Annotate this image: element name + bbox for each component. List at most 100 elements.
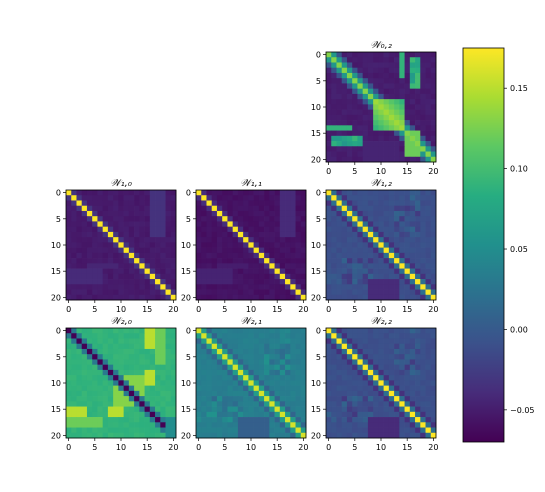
- heatmap-cell: [430, 273, 437, 280]
- heatmap-cell: [232, 258, 239, 264]
- heatmap-cell: [196, 406, 202, 413]
- heatmap-cell: [336, 273, 343, 280]
- heatmap-cell: [362, 72, 369, 79]
- heatmap-cell: [399, 427, 405, 434]
- heatmap-cell: [399, 226, 405, 233]
- heatmap-cell: [300, 190, 307, 196]
- heatmap-cell: [216, 252, 223, 259]
- heatmap-cell: [409, 195, 416, 201]
- heatmap-cell: [300, 427, 307, 434]
- heatmap-cell: [357, 390, 364, 397]
- heatmap-cell: [149, 354, 156, 360]
- heatmap-cell: [269, 252, 275, 259]
- heatmap-cell: [425, 401, 432, 407]
- heatmap-cell: [425, 83, 432, 90]
- heatmap-cell: [274, 294, 281, 301]
- heatmap-cell: [295, 348, 302, 355]
- heatmap-cell: [196, 411, 202, 418]
- heatmap-cell: [404, 210, 411, 217]
- heatmap-cell: [227, 284, 234, 290]
- heatmap-cell: [362, 210, 369, 217]
- heatmap-cell: [373, 226, 379, 233]
- heatmap-cell: [86, 252, 93, 259]
- heatmap-cell: [274, 231, 281, 238]
- heatmap-cell: [165, 279, 172, 285]
- heatmap-cell: [420, 195, 426, 201]
- heatmap-cell: [248, 354, 254, 360]
- heatmap-cell: [71, 216, 77, 222]
- heatmap-cell: [248, 247, 254, 254]
- heatmap-cell: [227, 273, 234, 280]
- heatmap-cell: [216, 417, 223, 423]
- heatmap-cell: [86, 226, 93, 233]
- heatmap-cell: [373, 195, 379, 201]
- heatmap-cell: [107, 252, 114, 259]
- heatmap-cell: [352, 263, 358, 269]
- heatmap-cell: [409, 411, 416, 418]
- heatmap-cell: [425, 109, 432, 116]
- y-tick-label: 20: [51, 293, 61, 302]
- heatmap-cell: [362, 135, 369, 142]
- heatmap-cell: [326, 57, 332, 63]
- heatmap-cell: [388, 354, 395, 360]
- heatmap-cell: [341, 231, 348, 238]
- heatmap-cell: [264, 258, 270, 264]
- heatmap-cell: [216, 390, 223, 397]
- heatmap-cell: [274, 289, 281, 296]
- heatmap-cell: [160, 422, 166, 428]
- heatmap-cell: [139, 338, 145, 345]
- heatmap-cell: [123, 195, 130, 201]
- heatmap-cell: [394, 93, 400, 100]
- y-tick-label: 0: [316, 189, 321, 198]
- heatmap-cell: [409, 130, 416, 137]
- heatmap-cell: [383, 422, 390, 428]
- heatmap-cell: [378, 247, 384, 254]
- heatmap-cell: [279, 268, 286, 275]
- heatmap-cell: [409, 231, 416, 238]
- heatmap-cell: [331, 375, 337, 381]
- heatmap-cell: [425, 289, 432, 296]
- heatmap-cell: [81, 231, 88, 238]
- heatmap-cell: [285, 380, 291, 386]
- heatmap-cell: [295, 343, 302, 350]
- heatmap-cell: [415, 200, 421, 207]
- heatmap-cell: [144, 210, 151, 217]
- heatmap-cell: [86, 289, 93, 296]
- heatmap-cell: [139, 268, 145, 275]
- heatmap-cell: [113, 205, 119, 212]
- heatmap-cell: [155, 390, 161, 397]
- heatmap-cell: [409, 273, 416, 280]
- heatmap-cell: [378, 226, 384, 233]
- heatmap-cell: [237, 221, 244, 228]
- heatmap-cell: [378, 156, 384, 163]
- heatmap-cell: [326, 252, 332, 259]
- heatmap-cell: [357, 57, 364, 63]
- heatmap-cell: [206, 190, 213, 196]
- heatmap-cell: [258, 294, 265, 301]
- heatmap-cell: [336, 242, 343, 248]
- heatmap-cell: [269, 195, 275, 201]
- heatmap-cell: [113, 432, 119, 439]
- heatmap-cell: [128, 396, 135, 402]
- heatmap-cell: [92, 422, 98, 428]
- heatmap-cell: [248, 252, 254, 259]
- heatmap-cell: [264, 216, 270, 222]
- heatmap-cell: [399, 125, 405, 131]
- heatmap-cell: [346, 294, 353, 301]
- heatmap-cell: [346, 333, 353, 339]
- heatmap-cell: [222, 205, 228, 212]
- heatmap-cell: [201, 422, 207, 428]
- heatmap-cell: [253, 226, 260, 233]
- heatmap-cell: [378, 93, 384, 100]
- heatmap-cell: [394, 200, 400, 207]
- heatmap-cell: [352, 417, 358, 423]
- heatmap-cell: [97, 216, 104, 222]
- heatmap-cell: [425, 99, 432, 105]
- heatmap-cell: [196, 390, 202, 397]
- heatmap-cell: [394, 289, 400, 296]
- heatmap-cell: [420, 190, 426, 196]
- heatmap-cell: [346, 338, 353, 345]
- heatmap-cell: [357, 273, 364, 280]
- heatmap-cell: [425, 114, 432, 121]
- heatmap-cell: [222, 396, 228, 402]
